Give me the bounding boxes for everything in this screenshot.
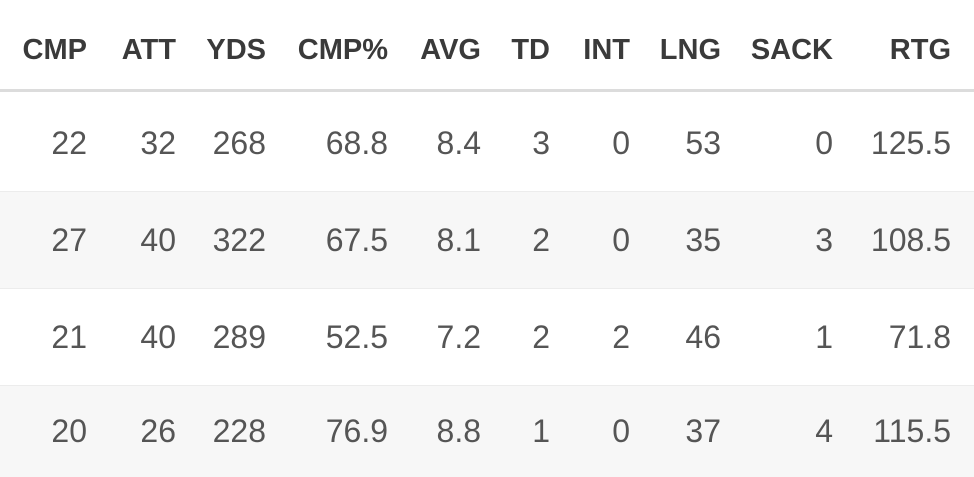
table-cell: 0 bbox=[612, 124, 630, 161]
table-cell: 27 bbox=[51, 221, 87, 258]
table-cell: 40 bbox=[140, 318, 176, 355]
table-cell: 8.8 bbox=[436, 413, 481, 449]
table-cell: 125.5 bbox=[870, 124, 951, 161]
table-cell: 68.8 bbox=[325, 124, 388, 161]
column-header-sack[interactable]: SACK bbox=[750, 34, 833, 66]
table-cell: 4 bbox=[815, 413, 833, 449]
table-cell: 35 bbox=[685, 221, 721, 258]
table-cell: 3 bbox=[532, 124, 550, 161]
column-header-att[interactable]: ATT bbox=[121, 34, 176, 66]
table-cell: 7.2 bbox=[436, 318, 481, 355]
table-cell: 8.1 bbox=[436, 221, 481, 258]
table-cell: 20 bbox=[51, 413, 87, 449]
table-cell: 1 bbox=[815, 318, 833, 355]
table-cell: 0 bbox=[612, 221, 630, 258]
column-header-cmp-pct[interactable]: CMP% bbox=[297, 34, 388, 66]
table-cell: 8.4 bbox=[436, 124, 481, 161]
column-header-td[interactable]: TD bbox=[511, 34, 550, 66]
table-cell: 71.8 bbox=[888, 318, 951, 355]
column-header-avg[interactable]: AVG bbox=[420, 34, 481, 66]
column-header-int[interactable]: INT bbox=[583, 34, 630, 66]
table-cell: 0 bbox=[815, 124, 833, 161]
table-cell: 53 bbox=[685, 124, 721, 161]
table-row: 27 40 322 67.5 8.1 2 0 35 3 108.5 bbox=[0, 192, 974, 289]
table-cell: 46 bbox=[685, 318, 721, 355]
table-cell: 115.5 bbox=[873, 413, 951, 449]
table-cell: 2 bbox=[612, 318, 630, 355]
table-cell: 322 bbox=[212, 221, 266, 258]
table-cell: 37 bbox=[685, 413, 721, 449]
table-cell: 21 bbox=[51, 318, 87, 355]
table-cell: 26 bbox=[140, 413, 176, 449]
table-cell: 268 bbox=[212, 124, 266, 161]
table-cell: 67.5 bbox=[325, 221, 388, 258]
column-header-lng[interactable]: LNG bbox=[659, 34, 721, 66]
table-row: 20 26 228 76.9 8.8 1 0 37 4 115.5 bbox=[0, 386, 974, 477]
table-cell: 76.9 bbox=[325, 413, 388, 449]
column-header-yds[interactable]: YDS bbox=[206, 34, 266, 66]
table-cell: 2 bbox=[532, 221, 550, 258]
table-header-row: CMP ATT YDS CMP% AVG TD INT LNG SACK RTG bbox=[0, 0, 974, 92]
table-cell: 289 bbox=[212, 318, 266, 355]
table-cell: 108.5 bbox=[870, 221, 951, 258]
table-cell: 0 bbox=[612, 413, 630, 449]
table-cell: 2 bbox=[532, 318, 550, 355]
table-cell: 1 bbox=[532, 413, 550, 449]
table-cell: 228 bbox=[212, 413, 266, 449]
column-header-rtg[interactable]: RTG bbox=[889, 34, 951, 66]
table-cell: 32 bbox=[140, 124, 176, 161]
column-header-cmp[interactable]: CMP bbox=[22, 34, 87, 66]
table-cell: 40 bbox=[140, 221, 176, 258]
table-row: 22 32 268 68.8 8.4 3 0 53 0 125.5 bbox=[0, 95, 974, 192]
table-cell: 3 bbox=[815, 221, 833, 258]
table-cell: 22 bbox=[51, 124, 87, 161]
table-row: 21 40 289 52.5 7.2 2 2 46 1 71.8 bbox=[0, 289, 974, 386]
table-cell: 52.5 bbox=[325, 318, 388, 355]
